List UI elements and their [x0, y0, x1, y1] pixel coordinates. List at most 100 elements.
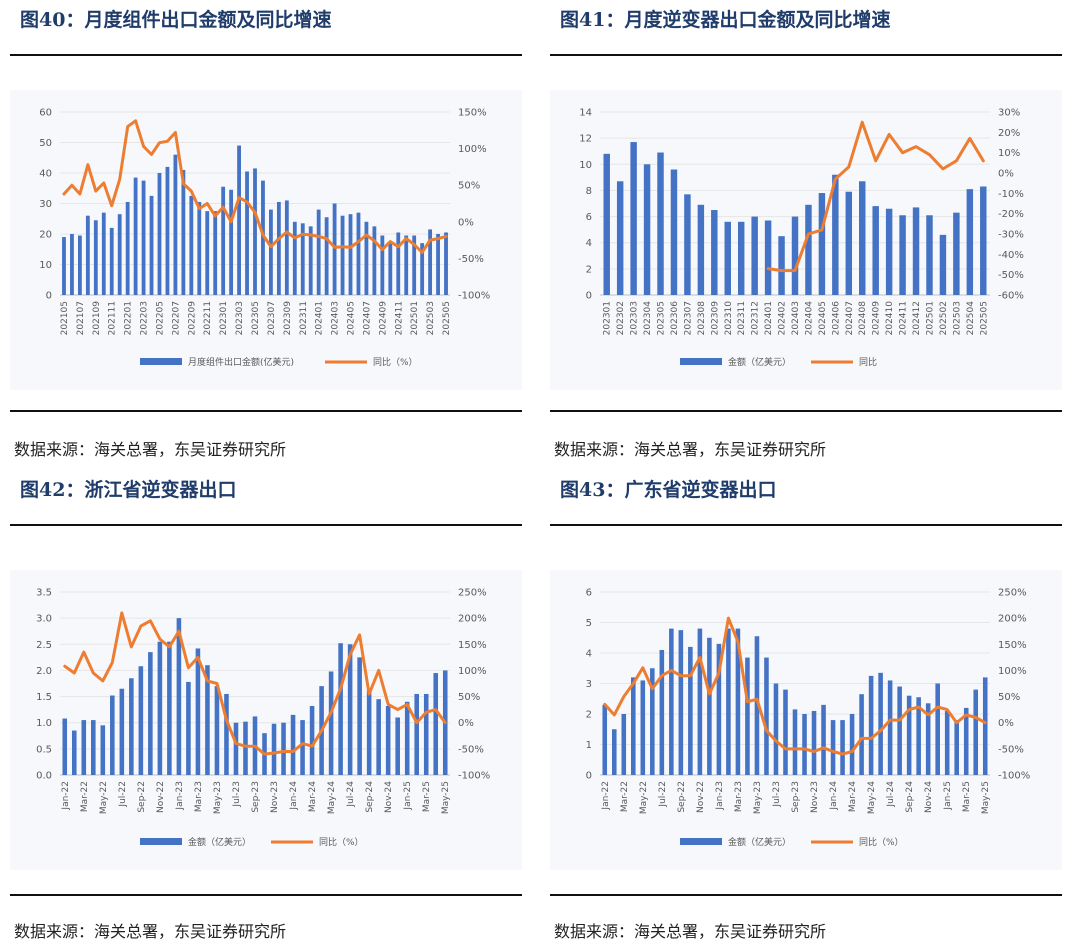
y-right-tick-label: -100% [458, 771, 490, 782]
x-tick-label: 202305 [251, 301, 261, 335]
bar [849, 714, 855, 775]
bar [939, 234, 947, 295]
bar [138, 666, 144, 775]
y-right-tick-label: -50% [998, 270, 1024, 281]
bar [181, 169, 186, 295]
legend-bar-swatch [680, 358, 722, 365]
bar [229, 189, 234, 295]
y-right-tick-label: 100% [458, 666, 487, 677]
x-tick-label: Jan-23 [715, 781, 725, 811]
x-tick-label: 202105 [60, 301, 70, 335]
bar [157, 173, 162, 295]
x-tick-label: 202306 [670, 301, 680, 336]
figure-title: 图41：月度逆变器出口金额及同比增速 [560, 9, 891, 31]
bar [751, 216, 758, 295]
x-tick-label: 202402 [778, 301, 788, 335]
bar [93, 220, 98, 295]
x-tick-label: 202403 [331, 301, 341, 335]
y-right-tick-label: -40% [998, 250, 1024, 261]
bar [840, 720, 845, 775]
figure-43-chart: 0 1 2 3 4 5 6 -100% -50% 0% 50% 100% 150% 200% 250% Jan… [550, 570, 1062, 870]
bar [388, 241, 393, 295]
bar [237, 145, 241, 295]
bar [716, 643, 722, 775]
bar [830, 720, 836, 775]
x-tick-label: May-25 [441, 781, 451, 814]
title-rule [550, 54, 1062, 56]
y-right-tick-label: -60% [998, 291, 1024, 302]
x-tick-label: 202301 [603, 301, 613, 335]
y-left-tick-label: 30 [39, 199, 52, 210]
x-tick-label: 202505 [442, 301, 452, 335]
y-left-tick-label: 0.5 [36, 744, 52, 755]
figure-title: 图40：月度组件出口金额及同比增速 [20, 9, 332, 31]
bar [316, 209, 321, 295]
x-tick-label: 202407 [362, 301, 372, 335]
bar [396, 232, 401, 295]
x-tick-label: 202307 [267, 301, 277, 335]
bar [110, 695, 115, 775]
x-tick-label: Mar-22 [80, 781, 90, 812]
bar [754, 636, 760, 775]
bar [697, 204, 705, 295]
bar [357, 657, 362, 775]
y-right-tick-label: -100% [458, 291, 490, 302]
y-left-tick-label: 4 [586, 649, 592, 660]
bar [735, 628, 741, 775]
bar [213, 211, 218, 295]
bar [872, 206, 879, 295]
x-tick-label: Nov-23 [810, 781, 820, 813]
bar [659, 649, 665, 775]
y-right-tick-label: 50% [458, 181, 480, 192]
y-left-tick-label: 2.5 [36, 640, 52, 651]
figure-41-panel: 图41：月度逆变器出口金额及同比增速 0 2 4 6 8 10 12 14 -60% -50% -4… [540, 0, 1070, 470]
legend-bar-swatch [140, 838, 182, 845]
x-tick-label: Nov-24 [384, 781, 394, 813]
bar [149, 195, 154, 295]
x-tick-label: 202409 [872, 301, 882, 336]
bar [176, 618, 182, 775]
y-right-tick-label: 0% [458, 718, 474, 729]
legend-line-label: 同比（%） [859, 836, 904, 848]
bar [214, 686, 220, 775]
bar [385, 705, 391, 775]
bar [91, 720, 96, 775]
bar [616, 181, 624, 295]
y-right-tick-label: 30% [998, 108, 1020, 119]
x-tick-label: 202505 [979, 301, 989, 335]
bar [433, 673, 439, 775]
bar [125, 201, 130, 295]
bar [982, 677, 988, 775]
bar [912, 207, 920, 295]
x-tick-label: 202311 [299, 301, 309, 335]
bar [926, 215, 933, 295]
bar [412, 235, 417, 295]
y-right-tick-label: 50% [998, 692, 1020, 703]
x-tick-label: Jul-23 [772, 781, 782, 808]
bar [157, 641, 163, 775]
legend-bar-label: 月度组件出口金额(亿美元) [188, 356, 294, 368]
x-tick-label: 202107 [76, 301, 86, 335]
bar [308, 226, 313, 295]
x-tick-label: 202410 [885, 301, 895, 336]
x-tick-label: 202203 [140, 301, 150, 335]
bar [261, 180, 265, 295]
bar [428, 229, 433, 295]
x-tick-label: Jan-23 [175, 781, 185, 811]
bar [364, 221, 369, 295]
figure-41-chart: 0 2 4 6 8 10 12 14 -60% -50% -40% -30% -20% -10% 0% 10%… [550, 90, 1062, 390]
x-tick-label: 202207 [171, 301, 181, 335]
x-tick-label: 202109 [92, 301, 102, 336]
y-left-tick-label: 0 [586, 291, 592, 302]
x-tick-label: Jul-24 [346, 781, 356, 808]
y-left-tick-label: 12 [579, 134, 592, 145]
bar [290, 714, 296, 775]
x-tick-label: 202309 [710, 301, 720, 336]
x-tick-label: Mar-24 [308, 781, 318, 812]
bar [300, 720, 305, 775]
y-right-tick-label: 200% [458, 614, 487, 625]
series-line [63, 611, 447, 756]
x-tick-label: Jan-25 [403, 781, 413, 811]
x-tick-label: 202309 [283, 301, 293, 336]
bar [269, 209, 273, 295]
